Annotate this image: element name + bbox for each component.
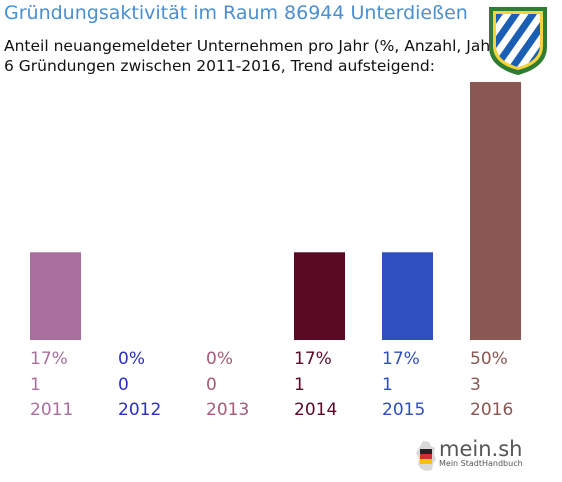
year-label-2011: 2011 [30,400,73,420]
bar-2011 [30,252,81,340]
germany-map-icon [416,441,436,471]
bar-2016 [470,82,521,340]
year-label-2015: 2015 [382,400,425,420]
count-label-2016: 3 [470,375,481,395]
percent-label-2013: 0% [206,349,233,369]
percent-label-2011: 17% [30,349,68,369]
count-label-2014: 1 [294,375,305,395]
year-label-2012: 2012 [118,400,161,420]
bar-2014 [294,252,345,340]
percent-label-2015: 17% [382,349,420,369]
percent-label-2012: 0% [118,349,145,369]
count-label-2011: 1 [30,375,41,395]
percent-label-2014: 17% [294,349,332,369]
year-label-2014: 2014 [294,400,337,420]
count-label-2012: 0 [118,375,129,395]
brand-tagline: Mein StadtHandbuch [439,459,523,468]
page-title: Gründungsaktivität im Raum 86944 Unterdi… [4,2,468,24]
bavaria-crest-icon [489,7,547,75]
percent-label-2016: 50% [470,349,508,369]
subtitle-line-1: Anteil neuangemeldeter Unternehmen pro J… [4,37,503,55]
count-label-2013: 0 [206,375,217,395]
count-label-2015: 1 [382,375,393,395]
brand-name: mein.sh [439,437,523,461]
bar-2015 [382,252,433,340]
subtitle-line-2: 6 Gründungen zwischen 2011-2016, Trend a… [4,57,435,75]
chart-subtitle: Anteil neuangemeldeter Unternehmen pro J… [4,36,503,76]
year-label-2013: 2013 [206,400,249,420]
brand-logo[interactable]: mein.sh Mein StadtHandbuch [415,437,535,477]
year-label-2016: 2016 [470,400,513,420]
